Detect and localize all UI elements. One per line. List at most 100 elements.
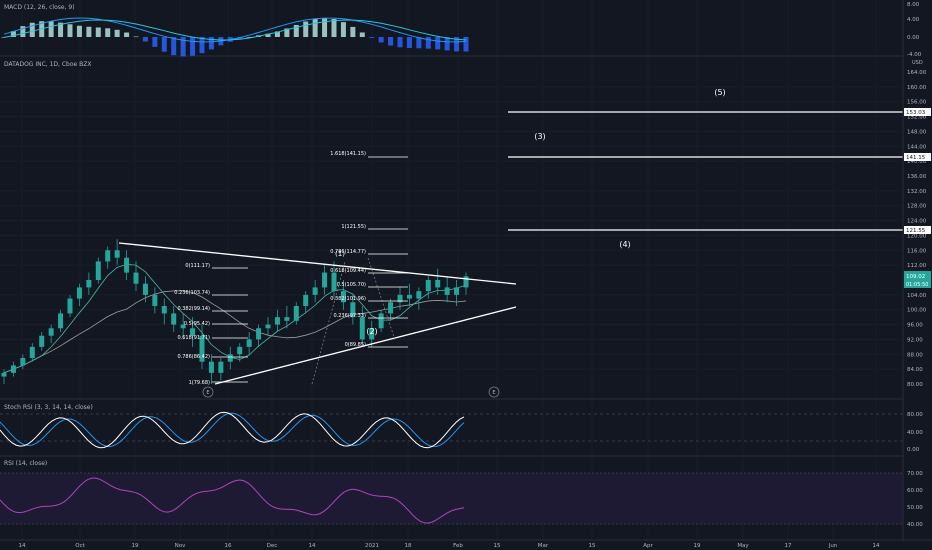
candle-body xyxy=(95,261,101,280)
macd-histogram-bar xyxy=(190,37,196,56)
fib-extension-right[interactable]: 1.618(141.15) 1(121.55) 0.786(114.77) 0.… xyxy=(330,151,408,348)
candles xyxy=(1,239,469,384)
macd-histogram-bar xyxy=(152,37,158,47)
candle-body xyxy=(124,257,130,273)
macd-histogram-bar xyxy=(105,28,111,37)
fib-retracement-left[interactable]: 0(111.17) 0.236(103.74) 0.382(99.14) 0.5… xyxy=(174,263,248,386)
target-price-tag xyxy=(904,108,931,116)
candle-body xyxy=(397,294,403,303)
rsi-tick-label: 50.00 xyxy=(907,505,923,511)
stoch-title: Stoch RSI (3, 3, 14, 14, close) xyxy=(4,404,93,411)
macd-histogram-bar xyxy=(67,24,73,37)
target-levels[interactable]: (5) (3) (4) xyxy=(508,88,903,249)
price-pane[interactable]: DATADOG INC, 1D, Cboe BZX 0(111.17) 0.23… xyxy=(1,61,904,398)
price-axis[interactable]: 8.00 4.00 0.00 -4.00 164.00 160.00 156.00 152.… xyxy=(902,0,932,540)
event-circle-icon xyxy=(202,386,214,398)
price-tick-label: 156.00 xyxy=(907,100,927,106)
macd-histogram-bar xyxy=(340,22,346,37)
bar-countdown: 01:05:50 xyxy=(906,282,928,288)
macd-histogram-bar xyxy=(133,36,139,38)
price-tick-label: 120.00 xyxy=(907,233,927,239)
time-tick-label: 18 xyxy=(405,543,412,549)
time-tick-label: Apr xyxy=(643,543,653,549)
candle-body xyxy=(105,250,111,262)
stoch-axis-ticks: 80.00 40.00 0.00 xyxy=(907,412,923,453)
event-marker[interactable]: E xyxy=(202,386,214,398)
price-tick-label: 132.00 xyxy=(907,189,927,195)
candle-body xyxy=(274,317,280,325)
rsi-axis-ticks: 70.00 60.00 50.00 40.00 xyxy=(907,471,923,528)
macd-histogram-bar xyxy=(180,37,186,57)
fib-level-label: 0.786(86.42) xyxy=(177,354,210,360)
macd-histogram-bar xyxy=(463,37,469,52)
rsi-tick-label: 60.00 xyxy=(907,488,923,494)
candle-body xyxy=(246,339,252,347)
rsi-pane[interactable]: RSI (14, close) xyxy=(0,460,903,525)
candle-body xyxy=(350,302,356,318)
fib-level-label: 1(121.55) xyxy=(341,224,366,230)
candle-body xyxy=(312,287,318,295)
candle-body xyxy=(180,324,186,329)
lower-trendline[interactable] xyxy=(214,306,517,385)
last-price-tag xyxy=(904,271,931,288)
currency-label: USD xyxy=(912,60,923,66)
macd-histogram-bar xyxy=(29,22,35,37)
macd-histogram-bar xyxy=(416,37,422,49)
candle-body xyxy=(76,287,82,299)
candle-body xyxy=(463,276,469,288)
candle-body xyxy=(322,272,328,288)
stoch-rsi-pane[interactable]: Stoch RSI (3, 3, 14, 14, close) xyxy=(0,404,903,449)
macd-pane[interactable]: MACD (12, 26, close, 9) xyxy=(1,4,469,57)
candle-body xyxy=(58,313,64,329)
candle-body xyxy=(218,361,224,373)
macd-histogram xyxy=(1,17,469,57)
candle-body xyxy=(133,272,139,284)
candle-body xyxy=(20,358,26,366)
fib-level-label: 0.618(109.44) xyxy=(330,268,366,274)
macd-histogram-bar xyxy=(359,32,365,37)
time-tick-label: May xyxy=(737,543,749,549)
time-tick-label: Mar xyxy=(538,543,549,549)
price-tick-label: 152.00 xyxy=(907,115,927,121)
rsi-band xyxy=(0,473,903,524)
candle-body xyxy=(237,346,243,355)
macd-histogram-bar xyxy=(406,37,412,49)
wave-label-3: (3) xyxy=(534,132,545,141)
candle-body xyxy=(152,294,158,306)
macd-histogram-bar xyxy=(378,37,384,43)
candle-body xyxy=(48,328,54,336)
upper-trendline[interactable] xyxy=(118,242,517,285)
price-tick-label: 88.00 xyxy=(907,352,923,358)
time-tick-label: Dec xyxy=(267,543,278,549)
price-tick-label: 96.00 xyxy=(907,323,923,329)
stoch-tick-label: 0.00 xyxy=(907,447,920,453)
time-axis-ticks: 14 Oct 19 Nov 16 Dec 14 2021 18 Feb 15 Mar 15 Apr 19 Ma… xyxy=(19,543,880,549)
macd-tick-label: 0.00 xyxy=(907,35,920,41)
macd-axis-ticks: 8.00 4.00 0.00 -4.00 xyxy=(907,2,922,58)
price-tick-label: 104.00 xyxy=(907,293,927,299)
target-price-tag xyxy=(904,226,931,234)
macd-histogram-bar xyxy=(425,37,431,49)
candle-body xyxy=(39,335,45,347)
candle-body xyxy=(293,306,299,321)
candle-body xyxy=(67,298,73,314)
stoch-tick-label: 80.00 xyxy=(907,412,923,418)
stoch-k-line xyxy=(0,411,465,449)
time-axis[interactable]: 14 Oct 19 Nov 16 Dec 14 2021 18 Feb 15 Mar 15 Apr 19 Ma… xyxy=(0,539,932,549)
candle-body xyxy=(114,250,120,258)
wave-label-4: (4) xyxy=(619,240,630,249)
target-price-label: 121.55 xyxy=(906,228,926,234)
event-marker[interactable]: E xyxy=(488,386,500,398)
fib-level-label: 0.5(105.70) xyxy=(337,282,366,288)
price-tick-label: 92.00 xyxy=(907,337,923,343)
price-tick-label: 84.00 xyxy=(907,367,923,373)
candle-body xyxy=(416,291,422,299)
rsi-title: RSI (14, close) xyxy=(4,460,47,467)
rsi-tick-label: 70.00 xyxy=(907,471,923,477)
macd-histogram-bar xyxy=(331,19,337,37)
macd-histogram-bar xyxy=(171,37,177,56)
macd-histogram-bar xyxy=(397,37,403,48)
macd-histogram-bar xyxy=(312,18,318,37)
candle-body xyxy=(340,291,346,303)
